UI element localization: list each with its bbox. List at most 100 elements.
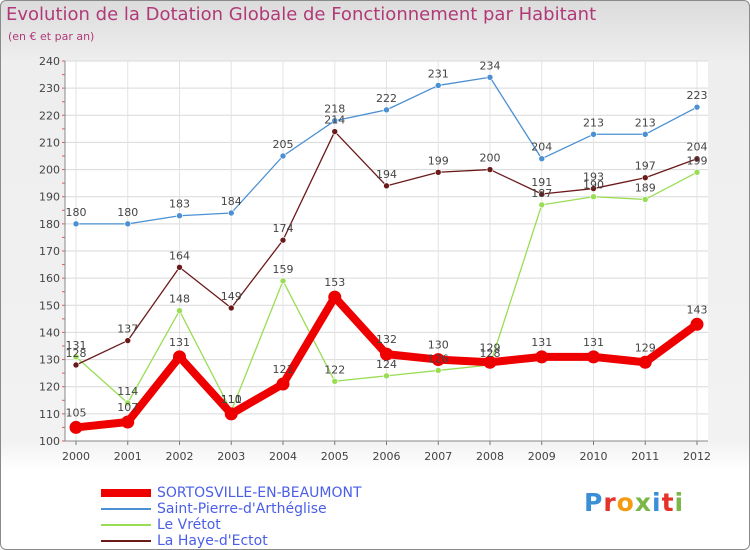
data-point [279, 277, 287, 285]
legend-swatch [101, 524, 151, 526]
data-point [124, 399, 132, 407]
series-layer [69, 73, 704, 434]
data-label: 218 [324, 103, 345, 116]
y-tick-label: 220 [39, 109, 60, 122]
data-label: 231 [428, 67, 449, 80]
x-tick-label: 2003 [217, 450, 245, 463]
data-point [690, 317, 704, 331]
y-tick-label: 210 [39, 136, 60, 149]
y-tick-label: 100 [39, 435, 60, 448]
data-label: 131 [169, 336, 190, 349]
data-point [383, 106, 390, 114]
data-label: 114 [117, 385, 138, 398]
data-point [641, 174, 649, 182]
data-point [331, 377, 339, 385]
axis-layer: 100 110 120 130 140 150 160 170 180 190 200 210 220 2… [39, 55, 711, 463]
data-point [69, 420, 83, 434]
data-label: 131 [531, 336, 552, 349]
data-point [538, 201, 546, 209]
legend-swatch [101, 540, 151, 542]
data-label: 149 [221, 290, 242, 303]
data-label: 193 [583, 171, 604, 184]
legend-item-sortosville-en-beaumont: SORTOSVILLE-EN-BEAUMONT [101, 485, 362, 501]
data-label: 204 [531, 141, 552, 154]
legend-label: Le Vrétot [157, 517, 221, 533]
x-tick-label: 2007 [424, 450, 452, 463]
data-label: 107 [117, 401, 138, 414]
data-label: 124 [376, 358, 397, 371]
x-tick-label: 2008 [476, 450, 504, 463]
data-label: 213 [635, 116, 656, 129]
data-point [641, 196, 649, 203]
logo-letter: r [603, 488, 617, 517]
data-label: 180 [117, 206, 138, 219]
data-label: 159 [273, 263, 294, 276]
x-tick-label: 2004 [269, 450, 297, 463]
data-label: 183 [169, 198, 190, 211]
logo-letter: t [661, 488, 675, 517]
data-point [590, 193, 597, 201]
data-point [227, 209, 235, 217]
data-point [173, 350, 186, 364]
series-sortosville-en-beaumont [69, 290, 704, 434]
chart-subtitle: (en € et par an) [8, 30, 95, 43]
legend: SORTOSVILLE-EN-BEAUMONT Saint-Pierre-d'Ar… [101, 485, 362, 549]
data-label: 180 [66, 206, 87, 219]
legend-item-le-vr-tot: Le Vrétot [101, 517, 362, 533]
y-tick-label: 150 [39, 299, 60, 312]
data-point [276, 377, 290, 391]
data-label: 194 [376, 168, 397, 181]
x-tick-label: 2011 [631, 450, 659, 463]
data-point [590, 130, 597, 138]
data-point [434, 82, 442, 89]
data-label: 137 [117, 323, 138, 336]
data-label: 153 [324, 276, 345, 289]
data-label: 234 [480, 59, 501, 72]
x-tick-label: 2010 [580, 450, 608, 463]
data-point [124, 220, 132, 228]
y-tick-label: 130 [39, 354, 60, 367]
data-point [641, 130, 649, 138]
data-label: 205 [273, 138, 294, 151]
data-label: 197 [635, 160, 656, 173]
data-point [434, 367, 442, 374]
data-point [224, 407, 238, 421]
y-tick-label: 160 [39, 272, 60, 285]
data-label: 148 [169, 293, 190, 306]
proxiti-logo: Proxiti [584, 488, 684, 517]
data-point [383, 372, 390, 380]
data-point [380, 347, 393, 361]
data-label: 129 [635, 341, 656, 354]
y-tick-label: 110 [39, 408, 60, 421]
y-tick-label: 230 [39, 82, 60, 95]
data-point [279, 236, 287, 244]
data-point [431, 353, 445, 367]
data-label: 174 [273, 222, 294, 235]
data-point [124, 337, 132, 344]
data-point [72, 220, 80, 228]
y-tick-label: 190 [39, 191, 60, 204]
data-point [590, 185, 597, 192]
data-point [638, 355, 652, 369]
series-saint-pierre-d-arth-glise [72, 73, 701, 228]
data-label: 110 [221, 393, 242, 406]
data-point [176, 307, 183, 315]
data-label: 200 [480, 152, 501, 165]
data-point [538, 190, 546, 198]
data-point [176, 263, 183, 271]
data-label: 222 [376, 92, 397, 105]
data-point [279, 152, 287, 160]
data-label: 189 [635, 181, 656, 194]
data-label-layer: 105 107 131 110 121 153 132 130 129 131 131 129 143 1… [66, 59, 708, 419]
data-point [693, 168, 701, 176]
y-tick-label: 140 [39, 326, 60, 339]
data-point [693, 155, 701, 163]
legend-item-saint-pierre-d-arth-glise: Saint-Pierre-d'Arthéglise [101, 501, 362, 517]
data-point [538, 155, 546, 163]
data-point [434, 168, 442, 176]
data-point [486, 73, 494, 81]
data-label: 214 [324, 114, 345, 127]
data-point [483, 355, 497, 369]
